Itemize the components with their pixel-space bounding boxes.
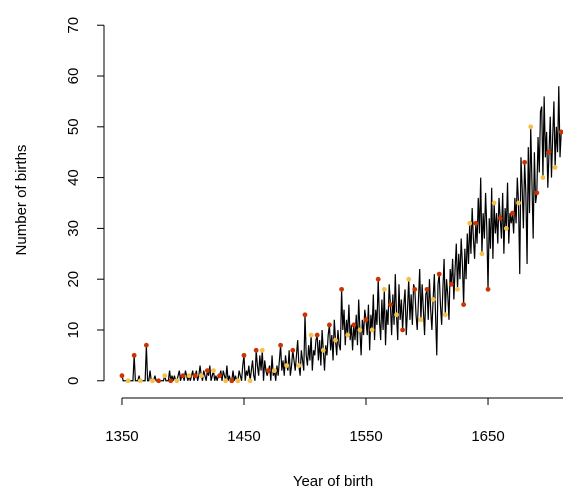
- point: [137, 378, 143, 384]
- point: [442, 312, 448, 318]
- point: [461, 302, 467, 307]
- point: [168, 378, 174, 384]
- y-tick-label: 50: [65, 118, 82, 135]
- point: [388, 302, 393, 307]
- point: [449, 281, 454, 287]
- y-tick-label: 30: [65, 220, 82, 237]
- point: [503, 225, 509, 231]
- point: [180, 373, 186, 379]
- x-tick-label: 1650: [471, 428, 504, 445]
- point: [259, 347, 265, 353]
- point: [150, 378, 155, 384]
- point: [119, 373, 125, 379]
- point: [552, 165, 558, 170]
- point: [308, 332, 314, 338]
- y-tick-label: 60: [65, 68, 82, 85]
- x-tick-label: 1450: [227, 428, 260, 445]
- point: [540, 175, 546, 181]
- point: [156, 378, 161, 384]
- point: [357, 327, 363, 333]
- point: [272, 368, 277, 374]
- point: [455, 286, 460, 292]
- point: [497, 215, 503, 221]
- point: [424, 286, 430, 292]
- point: [198, 373, 204, 379]
- point: [247, 378, 253, 384]
- point: [418, 317, 424, 323]
- point: [369, 327, 375, 333]
- point: [278, 342, 283, 348]
- point: [363, 317, 369, 323]
- point: [381, 286, 387, 292]
- point: [302, 312, 308, 318]
- point: [522, 159, 528, 165]
- point: [211, 368, 216, 374]
- point: [296, 363, 302, 368]
- point: [125, 378, 131, 384]
- y-axis-title: Number of births: [13, 145, 30, 256]
- point: [241, 352, 247, 358]
- point: [345, 332, 351, 338]
- x-tick-label: 1550: [349, 428, 382, 445]
- point: [162, 373, 168, 379]
- point: [314, 332, 320, 338]
- point: [174, 378, 180, 384]
- point: [485, 286, 491, 292]
- point: [131, 352, 137, 358]
- point: [546, 149, 552, 155]
- point: [528, 124, 534, 130]
- point: [375, 276, 381, 282]
- point: [467, 220, 473, 226]
- line: [121, 86, 562, 382]
- point: [290, 347, 296, 353]
- point: [473, 220, 479, 226]
- point: [217, 373, 222, 379]
- y-tick-label: 40: [65, 169, 82, 186]
- point: [204, 368, 210, 374]
- point: [394, 312, 399, 318]
- point: [229, 378, 235, 384]
- y-tick-label: 10: [65, 322, 82, 339]
- x-axis-title: Year of birth: [293, 473, 373, 490]
- point: [558, 129, 563, 135]
- point: [143, 342, 149, 348]
- point: [430, 297, 436, 302]
- point: [186, 373, 192, 379]
- point: [491, 200, 497, 206]
- point: [326, 322, 332, 328]
- point: [406, 276, 412, 282]
- point: [412, 286, 418, 292]
- point: [333, 337, 338, 343]
- point: [479, 251, 485, 257]
- y-tick-label: 0: [65, 377, 82, 385]
- point: [265, 368, 271, 374]
- point: [534, 190, 540, 196]
- point: [284, 363, 290, 368]
- point: [253, 347, 259, 353]
- point: [351, 322, 357, 328]
- point: [516, 200, 521, 206]
- point: [320, 347, 326, 353]
- point: [235, 378, 241, 384]
- point: [400, 327, 406, 333]
- y-tick-label: 70: [65, 17, 82, 34]
- point: [223, 378, 229, 384]
- point: [339, 286, 344, 292]
- point: [192, 373, 198, 379]
- point: [436, 271, 442, 277]
- point: [510, 210, 515, 216]
- x-tick-label: 1350: [105, 428, 138, 445]
- y-tick-label: 20: [65, 271, 82, 288]
